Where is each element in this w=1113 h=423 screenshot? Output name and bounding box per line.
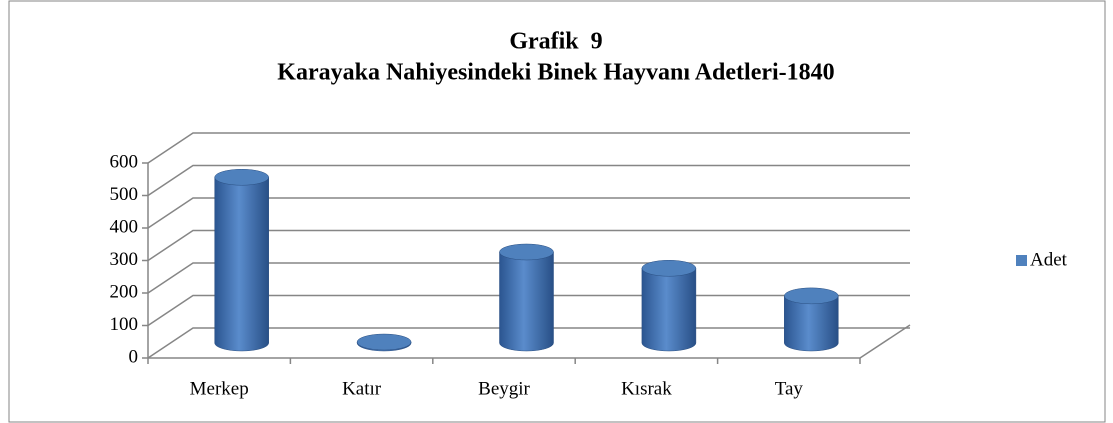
- y-tick-label: 600: [110, 151, 139, 172]
- bar-top: [641, 260, 697, 277]
- bar-top: [356, 333, 412, 351]
- chart-frame: [8, 0, 1106, 423]
- chart-title: Grafik 9: [509, 29, 602, 55]
- bar: [499, 251, 554, 352]
- x-tick-label: Kısrak: [621, 378, 672, 399]
- grid-line: [147, 164, 910, 197]
- y-tick-label: 400: [110, 216, 139, 237]
- grid-line: [147, 229, 910, 262]
- x-tick-label: Katır: [342, 378, 382, 399]
- bar-top: [214, 169, 269, 186]
- bar-top: [499, 243, 554, 261]
- legend-label: Adet: [1030, 249, 1068, 270]
- y-tick-label: 300: [110, 249, 139, 270]
- x-tick-label: Tay: [775, 378, 804, 399]
- grid-line: [147, 197, 910, 229]
- bar: [784, 295, 839, 352]
- x-tick-label: Beygir: [478, 378, 530, 399]
- y-tick-label: 200: [110, 281, 139, 302]
- y-tick-label: 0: [129, 346, 139, 367]
- grid-line: [147, 132, 910, 164]
- chart-subtitle: Karayaka Nahiyesindeki Binek Hayvanı Ade…: [277, 60, 834, 86]
- x-tick-label: Merkep: [190, 378, 249, 399]
- bar: [214, 177, 269, 352]
- bar-top: [784, 287, 839, 305]
- bar: [641, 268, 697, 352]
- y-tick-label: 500: [110, 184, 139, 205]
- legend-swatch: [1016, 255, 1027, 266]
- y-tick-label: 100: [110, 314, 139, 335]
